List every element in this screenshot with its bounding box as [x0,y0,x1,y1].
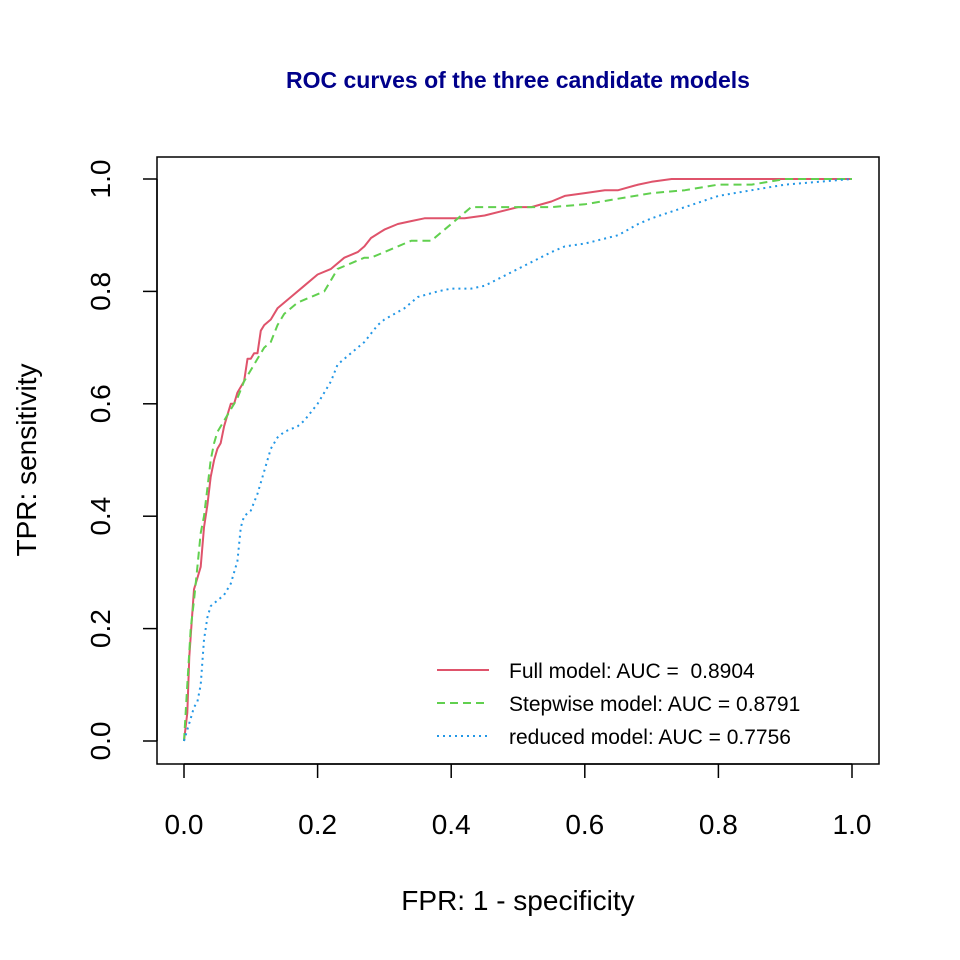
y-tick-label: 0.2 [85,609,116,648]
y-tick-label: 0.8 [85,272,116,311]
x-axis-label: FPR: 1 - specificity [401,885,634,916]
series-line-2 [183,178,853,742]
y-tick-label: 0.4 [85,497,116,536]
x-tick-label: 0.6 [565,809,604,840]
series-line-0 [183,178,852,742]
x-axis: 0.0 0.2 0.4 0.6 0.8 1.0 [165,763,872,840]
series-layer [183,178,853,742]
x-tick-label: 0.8 [699,809,738,840]
y-tick-label: 1.0 [85,160,116,199]
series-line-1 [183,178,852,742]
x-tick-label: 0.4 [432,809,471,840]
legend-label: Full model: AUC = 0.8904 [509,660,755,683]
y-axis: 0.0 0.2 0.4 0.6 0.8 1.0 [85,160,158,761]
y-axis-label: TPR: sensitivity [11,364,42,557]
legend: Full model: AUC = 0.8904 Stepwise model: … [437,660,800,749]
y-tick-label: 0.6 [85,384,116,423]
x-tick-label: 0.2 [298,809,337,840]
legend-label: reduced model: AUC = 0.7756 [509,726,791,749]
chart-title: ROC curves of the three candidate models [286,67,750,93]
legend-label: Stepwise model: AUC = 0.8791 [509,693,800,716]
x-tick-label: 1.0 [833,809,872,840]
x-tick-label: 0.0 [165,809,204,840]
y-tick-label: 0.0 [85,722,116,761]
